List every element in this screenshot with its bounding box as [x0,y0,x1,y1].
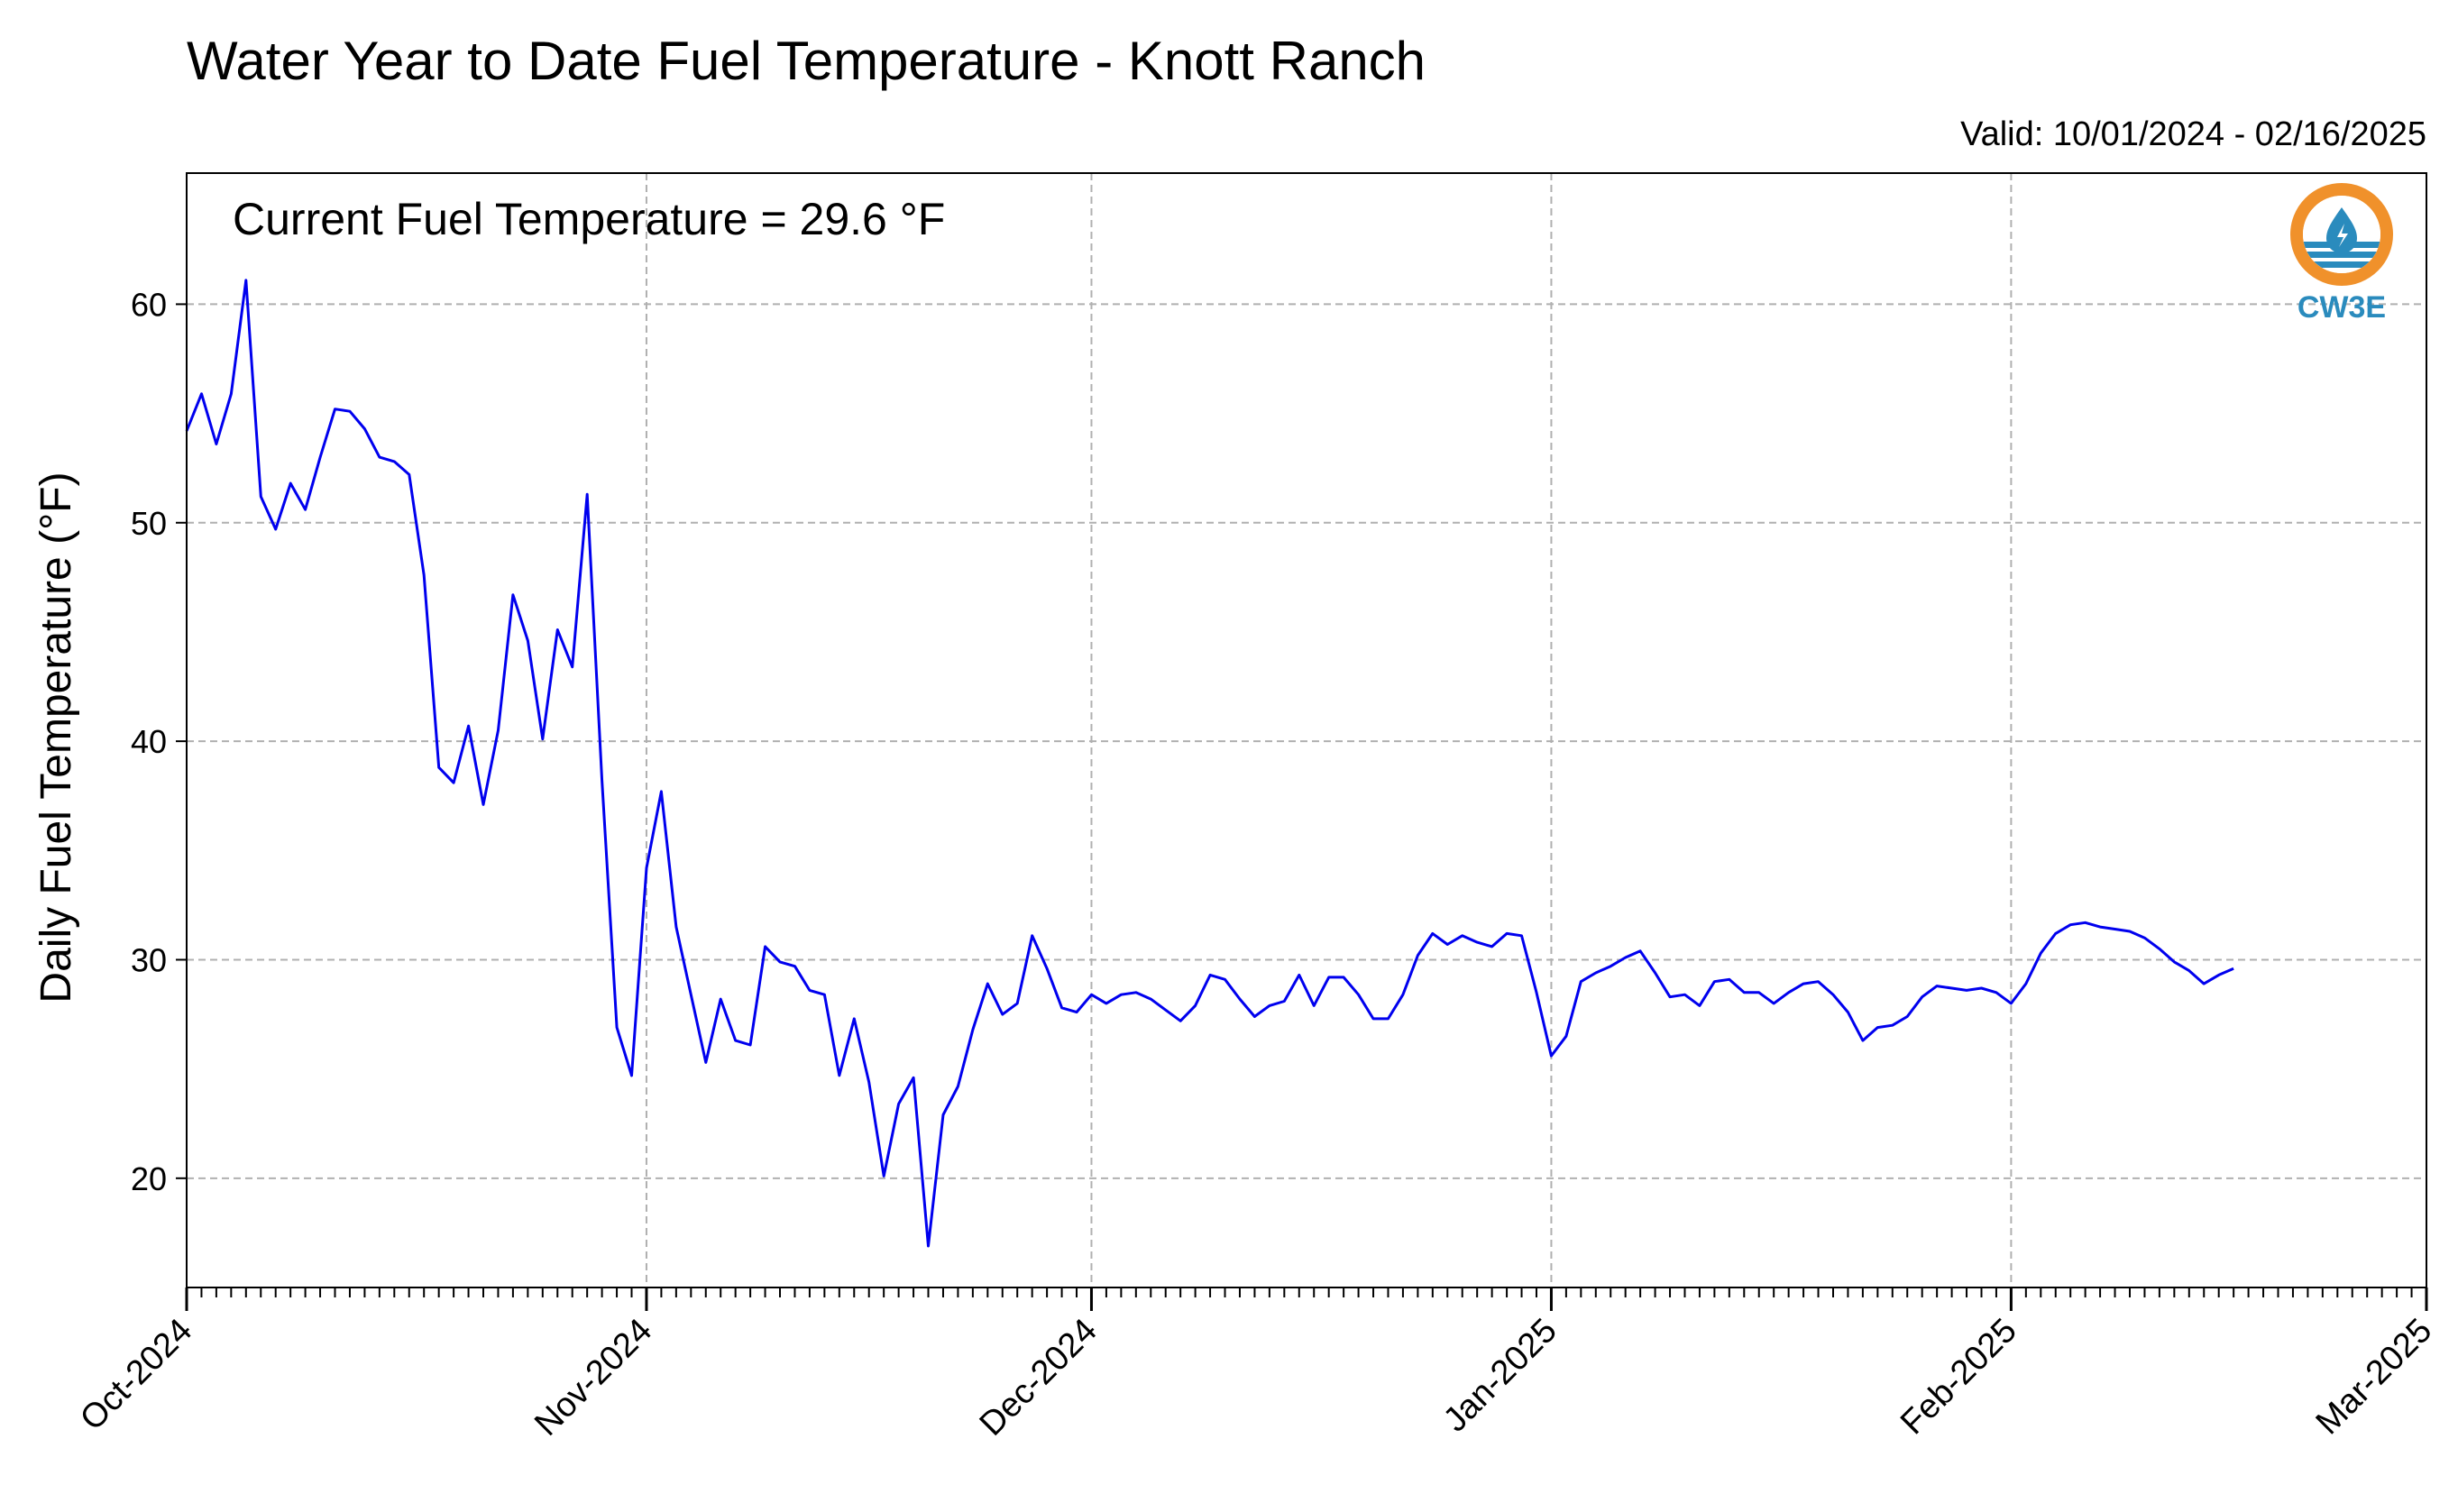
grid-lines [187,173,2426,1287]
plot-area: Oct-2024 Nov-2024 Dec-2024 Jan-2025 Feb-2025… [73,172,2439,1443]
current-fuel-temperature-annotation: Current Fuel Temperature = 29.6 °F [233,194,945,244]
y-tick-label: 30 [131,941,167,978]
y-tick-label: 50 [131,505,167,542]
x-tick-label: Mar-2025 [2309,1312,2440,1443]
chart-title: Water Year to Date Fuel Temperature - Kn… [187,31,1426,91]
x-tick-label: Oct-2024 [73,1312,199,1438]
x-tick-label: Feb-2025 [1894,1312,2024,1443]
y-tick-label: 20 [131,1160,167,1197]
x-tick-label: Jan-2025 [1436,1312,1564,1440]
x-tick-label: Nov-2024 [527,1312,659,1443]
cw3e-logo-text: CW3E [2297,290,2386,325]
y-tick-label: 40 [131,723,167,760]
x-tick-label: Dec-2024 [973,1312,1105,1443]
cw3e-water-drop-logo-icon [2290,183,2393,286]
y-tick-label: 60 [131,286,167,323]
fuel-temperature-line [185,279,2234,1248]
plot-frame [186,172,2427,1288]
y-axis-ticks: 20 30 40 50 60 [131,286,187,1197]
valid-date-range: Valid: 10/01/2024 - 02/16/2025 [1960,115,2426,153]
x-axis-ticks: Oct-2024 Nov-2024 Dec-2024 Jan-2025 Feb-2025… [73,1287,2439,1443]
y-axis-label: Daily Fuel Temperature (°F) [32,472,80,1003]
